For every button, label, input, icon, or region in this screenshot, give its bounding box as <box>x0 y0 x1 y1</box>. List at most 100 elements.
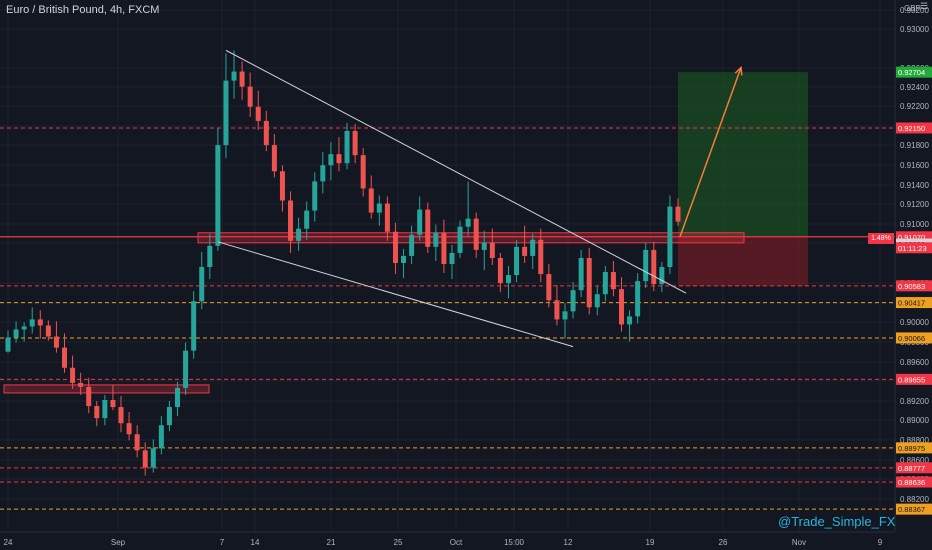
candle-body <box>158 425 164 449</box>
candle-body <box>594 294 600 308</box>
candle <box>659 261 665 293</box>
candle-body <box>5 337 11 352</box>
candle-body <box>522 246 528 256</box>
candle-body <box>70 367 76 383</box>
candle-body <box>505 275 511 284</box>
candle-body <box>441 232 447 264</box>
candle-body <box>271 145 277 172</box>
x-tick-label: 12 <box>564 538 573 547</box>
candle-body <box>231 71 237 81</box>
candle-body <box>667 206 673 268</box>
x-tick-label: 25 <box>394 538 403 547</box>
candle-body <box>602 272 608 295</box>
y-tick-label: 0.93200 <box>900 6 929 15</box>
x-tick-label: 7 <box>220 538 225 547</box>
candle-body <box>457 226 463 253</box>
candle <box>86 377 92 414</box>
price-tag <box>896 503 932 515</box>
x-tick-label: 24 <box>4 538 13 547</box>
candle <box>352 123 358 164</box>
y-tick-label: 0.91800 <box>900 141 929 150</box>
price-tag-label: 0.88975 <box>898 444 925 453</box>
candles <box>5 50 681 476</box>
candle-body <box>247 86 253 107</box>
candle <box>94 401 100 427</box>
candle-body <box>610 272 616 290</box>
support-zone <box>3 384 210 394</box>
y-tick-label: 0.93000 <box>900 25 929 34</box>
candle <box>70 355 76 389</box>
candle-body <box>586 257 592 308</box>
candle <box>255 90 261 130</box>
candle-body <box>142 450 148 468</box>
candle <box>433 224 439 261</box>
candle-body <box>465 218 471 227</box>
candle-body <box>62 347 68 368</box>
currency-unit: GBP <box>904 4 921 13</box>
candle-body <box>538 239 544 275</box>
projection-arrow <box>679 67 742 238</box>
candle <box>651 241 657 292</box>
candle-body <box>651 249 657 285</box>
candle <box>627 310 633 342</box>
candle <box>610 260 616 297</box>
candle-body <box>473 218 479 250</box>
candle <box>37 310 43 339</box>
candle-body <box>344 130 350 164</box>
candle-body <box>578 257 584 291</box>
candle <box>118 395 124 433</box>
candle-body <box>312 181 318 211</box>
candle <box>514 239 520 283</box>
candle-body <box>150 448 156 468</box>
candle <box>5 330 11 353</box>
price-tag <box>896 66 932 78</box>
candle <box>392 222 398 275</box>
candle <box>578 249 584 298</box>
price-tag <box>896 122 932 134</box>
candle <box>191 291 197 359</box>
candle-body <box>288 200 294 241</box>
candle <box>288 191 294 253</box>
candle <box>110 384 116 411</box>
price-tag-label: 0.89655 <box>898 375 925 384</box>
y-tick-label: 0.88200 <box>900 495 929 504</box>
y-tick-label: 0.88800 <box>900 436 929 445</box>
candle <box>183 342 189 395</box>
candle-body <box>239 71 245 87</box>
countdown-tag <box>896 242 932 254</box>
candle-body <box>554 300 560 320</box>
settings-icon[interactable]: ☰ <box>920 1 929 11</box>
candle-body <box>449 252 455 264</box>
author-watermark: @Trade_Simple_FX <box>778 514 896 529</box>
x-tick-label: 15:00 <box>504 538 525 547</box>
candle <box>215 127 221 251</box>
candle-body <box>643 249 649 282</box>
price-tag-label: 0.90066 <box>898 334 925 343</box>
y-tick-label: 0.90000 <box>900 318 929 327</box>
candle-body <box>134 434 140 451</box>
candle <box>417 196 423 241</box>
candle-body <box>183 350 189 388</box>
x-tick-label: 14 <box>251 538 260 547</box>
candle <box>457 220 463 258</box>
x-tick-label: Nov <box>792 538 806 547</box>
candle <box>312 172 318 222</box>
candle <box>489 228 495 265</box>
candle <box>45 320 51 341</box>
candle <box>223 53 229 159</box>
candle <box>618 277 624 332</box>
chart-title: Euro / British Pound, 4h, FXCM <box>6 4 160 16</box>
candle <box>667 195 673 275</box>
y-tick-label: 0.92400 <box>900 83 929 92</box>
candle-body <box>336 154 342 164</box>
candle-body <box>384 203 390 232</box>
candle-body <box>360 155 366 189</box>
candle-body <box>86 386 92 407</box>
candle-body <box>304 210 310 229</box>
candle-body <box>320 165 326 182</box>
price-tag <box>896 476 932 488</box>
price-tag <box>896 332 932 344</box>
candle <box>401 248 407 279</box>
candle-body <box>425 209 431 247</box>
